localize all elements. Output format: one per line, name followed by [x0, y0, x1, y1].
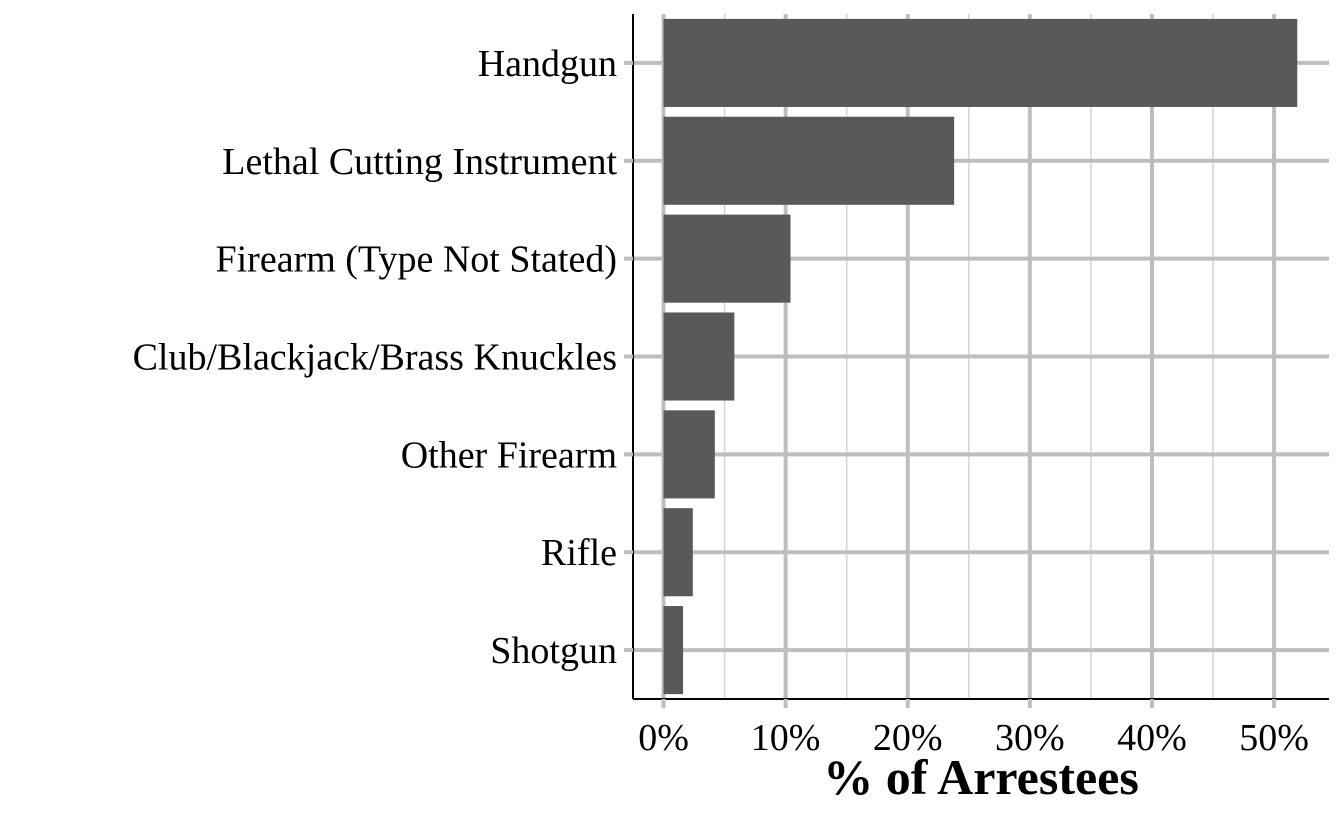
- y-tick-label: Rifle: [541, 532, 617, 574]
- x-tick-label: 0%: [638, 717, 689, 759]
- bar: [663, 508, 693, 597]
- bar: [663, 312, 735, 401]
- bar: [663, 606, 684, 695]
- bar: [663, 116, 955, 205]
- x-tick-label: 50%: [1239, 717, 1309, 759]
- x-tick-label: 30%: [995, 717, 1065, 759]
- bar: [663, 18, 1298, 107]
- labels-layer: Handgun Lethal Cutting Instrument Firearm …: [133, 43, 1309, 759]
- x-tick-label: 20%: [873, 717, 943, 759]
- x-tick-label: 40%: [1117, 717, 1187, 759]
- y-tick-label: Club/Blackjack/Brass Knuckles: [133, 337, 617, 379]
- y-tick-label: Handgun: [478, 43, 617, 85]
- y-tick-label: Lethal Cutting Instrument: [222, 141, 617, 183]
- y-tick-label: Other Firearm: [401, 434, 617, 476]
- axes-layer: [624, 14, 1329, 708]
- bars-layer: [663, 18, 1298, 695]
- y-tick-label: Shotgun: [490, 630, 617, 672]
- bar: [663, 410, 715, 499]
- y-tick-label: Firearm (Type Not Stated): [215, 239, 617, 281]
- x-axis-title: % of Arrestees: [823, 749, 1139, 805]
- x-tick-label: 10%: [751, 717, 821, 759]
- bar: [663, 214, 791, 303]
